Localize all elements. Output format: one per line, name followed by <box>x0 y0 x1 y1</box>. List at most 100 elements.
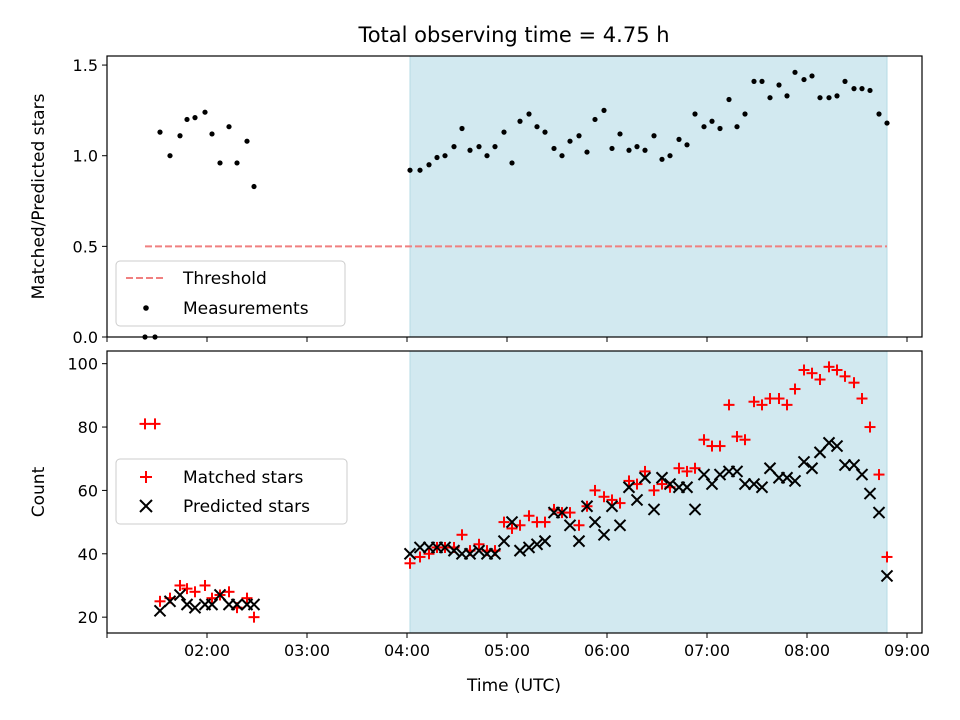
x-tick-label: 04:00 <box>384 641 430 660</box>
x-axis-label: Time (UTC) <box>466 676 561 696</box>
ratio-shaded-window <box>409 55 888 338</box>
y-tick-label: 80 <box>78 418 98 437</box>
measurement-point <box>742 111 748 117</box>
measurement-point <box>209 131 215 137</box>
matched-star-point <box>498 516 510 528</box>
measurement-point <box>809 73 815 79</box>
measurement-point <box>501 129 507 135</box>
predicted-star-point <box>488 547 502 560</box>
predicted-star-point <box>597 528 611 541</box>
measurements-legend-marker <box>143 305 149 311</box>
measurement-point <box>157 129 163 135</box>
measurement-point <box>792 69 798 75</box>
measurement-point <box>177 133 183 139</box>
measurement-point <box>234 160 240 166</box>
ratio-x-ticks <box>106 337 908 342</box>
measurement-point <box>592 116 598 123</box>
measurement-point <box>734 124 740 130</box>
x-tick-label: 02:00 <box>184 641 230 660</box>
measurement-point <box>442 153 448 159</box>
predicted-star-point <box>580 500 594 513</box>
matched-star-point <box>154 595 166 607</box>
measurement-point <box>509 160 515 166</box>
matched-star-point <box>174 579 186 591</box>
matched-star-point <box>831 364 843 376</box>
matched-star-point <box>856 393 868 405</box>
predicted-star-point <box>613 519 627 532</box>
predicted-star-point <box>638 471 652 484</box>
predicted-star-point <box>822 436 836 450</box>
measurement-point <box>251 183 257 190</box>
y-tick-label: 20 <box>78 608 98 627</box>
matched-star-point <box>656 478 668 490</box>
measurement-point <box>484 153 490 159</box>
measurement-point <box>859 86 865 92</box>
measurement-point <box>767 95 773 101</box>
measurement-point <box>584 149 590 155</box>
x-tick-label: 07:00 <box>684 641 730 660</box>
matched-star-point <box>823 361 835 373</box>
measurement-point <box>659 156 665 162</box>
measurements-legend-label: Measurements <box>183 299 309 319</box>
measurement-point <box>517 118 523 124</box>
measurement-point <box>609 145 615 152</box>
predicted-star-point <box>688 503 702 516</box>
measurement-point <box>776 82 782 88</box>
measurement-point <box>476 144 482 150</box>
count-legend-box <box>115 458 348 525</box>
matched-star-point <box>648 484 660 496</box>
measurement-point <box>526 111 532 117</box>
predicted-star-point <box>173 588 187 602</box>
predicted-star-point <box>830 439 844 453</box>
predicted-star-point <box>447 544 461 557</box>
matched-star-point <box>723 399 735 411</box>
y-tick-label: 1.5 <box>73 56 98 75</box>
predicted-star-point <box>497 534 511 548</box>
matched-stars-legend-label: Matched stars <box>183 468 303 488</box>
measurement-point <box>184 116 190 123</box>
x-tick-label: 03:00 <box>284 641 330 660</box>
predicted-star-point <box>213 588 227 602</box>
matched-star-point <box>848 377 860 389</box>
ratio-legend: Threshold Measurements <box>115 260 346 327</box>
predicted-star-point <box>747 477 761 491</box>
predicted-star-point <box>153 604 167 618</box>
x-tick-label: 09:00 <box>884 641 930 660</box>
measurement-point <box>417 167 423 173</box>
ratio-panel: 0.0 0.5 1.0 1.5 Matched/Predicted stars Thr… <box>29 55 923 347</box>
predicted-star-point <box>697 468 711 481</box>
measurement-point <box>626 147 632 153</box>
predicted-star-point <box>555 506 569 519</box>
count-shaded-window <box>409 350 888 634</box>
ratio-y-ticks: 0.0 0.5 1.0 1.5 <box>73 56 107 347</box>
matched-star-point <box>864 421 876 433</box>
x-tick-label: 05:00 <box>484 641 530 660</box>
y-tick-label: 0.0 <box>73 328 98 347</box>
matched-star-point <box>873 469 885 481</box>
predicted-star-point <box>572 534 586 548</box>
matched-star-point <box>523 510 535 522</box>
count-marks <box>139 361 894 623</box>
matched-star-point <box>639 465 651 477</box>
count-panel: 20 40 60 80 100 02:00 03:00 04:00 05:00 06:00 07:… <box>29 350 930 696</box>
predicted-star-point <box>505 515 519 529</box>
y-tick-label: 60 <box>78 481 98 500</box>
predicted-star-point <box>863 487 877 500</box>
matched-star-point <box>781 399 793 411</box>
matched-star-point <box>414 551 426 563</box>
measurement-point <box>451 144 457 150</box>
count-axes-frame <box>106 350 923 634</box>
predicted-star-point <box>230 598 244 611</box>
count-x-ticks: 02:00 03:00 04:00 05:00 06:00 07:00 08:00 09:00 <box>106 633 930 660</box>
measurement-point <box>726 96 732 103</box>
predicted-star-point <box>188 601 202 614</box>
predicted-star-point <box>438 541 452 554</box>
measurement-point <box>826 95 832 101</box>
matched-star-point <box>731 431 743 443</box>
matched-star-point <box>839 370 851 382</box>
predicted-star-point <box>730 465 744 478</box>
predicted-star-point <box>780 471 794 484</box>
count-y-label: Count <box>29 466 49 517</box>
matched-star-point <box>606 494 618 506</box>
